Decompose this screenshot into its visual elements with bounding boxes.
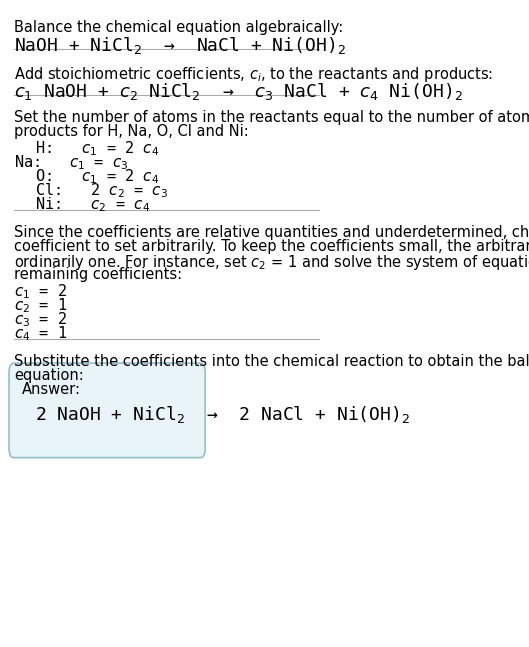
Text: ordinarily one. For instance, set $c_2$ = 1 and solve the system of equations fo: ordinarily one. For instance, set $c_2$ …	[14, 252, 529, 272]
Text: O:   $c_1$ = 2 $c_4$: O: $c_1$ = 2 $c_4$	[17, 167, 159, 186]
Text: coefficient to set arbitrarily. To keep the coefficients small, the arbitrary va: coefficient to set arbitrarily. To keep …	[14, 239, 529, 254]
Text: 2 NaOH + NiCl$_2$  →  2 NaCl + Ni(OH)$_2$: 2 NaOH + NiCl$_2$ → 2 NaCl + Ni(OH)$_2$	[35, 404, 410, 425]
Text: equation:: equation:	[14, 367, 84, 382]
Text: Na:   $c_1$ = $c_3$: Na: $c_1$ = $c_3$	[14, 153, 129, 171]
Text: Ni:   $c_2$ = $c_4$: Ni: $c_2$ = $c_4$	[17, 195, 150, 214]
Text: products for H, Na, O, Cl and Ni:: products for H, Na, O, Cl and Ni:	[14, 124, 249, 138]
Text: Cl:   2 $c_2$ = $c_3$: Cl: 2 $c_2$ = $c_3$	[17, 181, 168, 200]
Text: Add stoichiometric coefficients, $c_i$, to the reactants and products:: Add stoichiometric coefficients, $c_i$, …	[14, 65, 493, 84]
Text: Since the coefficients are relative quantities and underdetermined, choose a: Since the coefficients are relative quan…	[14, 225, 529, 239]
Text: H:   $c_1$ = 2 $c_4$: H: $c_1$ = 2 $c_4$	[17, 139, 159, 158]
Text: $c_3$ = 2: $c_3$ = 2	[14, 310, 67, 329]
Text: remaining coefficients:: remaining coefficients:	[14, 267, 182, 281]
Text: $c_2$ = 1: $c_2$ = 1	[14, 296, 67, 314]
Text: $c_1$ = 2: $c_1$ = 2	[14, 282, 67, 301]
Text: NaOH + NiCl$_2$  →  NaCl + Ni(OH)$_2$: NaOH + NiCl$_2$ → NaCl + Ni(OH)$_2$	[14, 35, 346, 56]
Text: Balance the chemical equation algebraically:: Balance the chemical equation algebraica…	[14, 20, 343, 35]
Text: Set the number of atoms in the reactants equal to the number of atoms in the: Set the number of atoms in the reactants…	[14, 109, 529, 124]
FancyBboxPatch shape	[9, 363, 205, 457]
Text: $c_1$ NaOH + $c_2$ NiCl$_2$  →  $c_3$ NaCl + $c_4$ Ni(OH)$_2$: $c_1$ NaOH + $c_2$ NiCl$_2$ → $c_3$ NaCl…	[14, 81, 463, 102]
Text: Substitute the coefficients into the chemical reaction to obtain the balanced: Substitute the coefficients into the che…	[14, 353, 529, 369]
Text: $c_4$ = 1: $c_4$ = 1	[14, 324, 67, 343]
Text: Answer:: Answer:	[22, 382, 81, 397]
